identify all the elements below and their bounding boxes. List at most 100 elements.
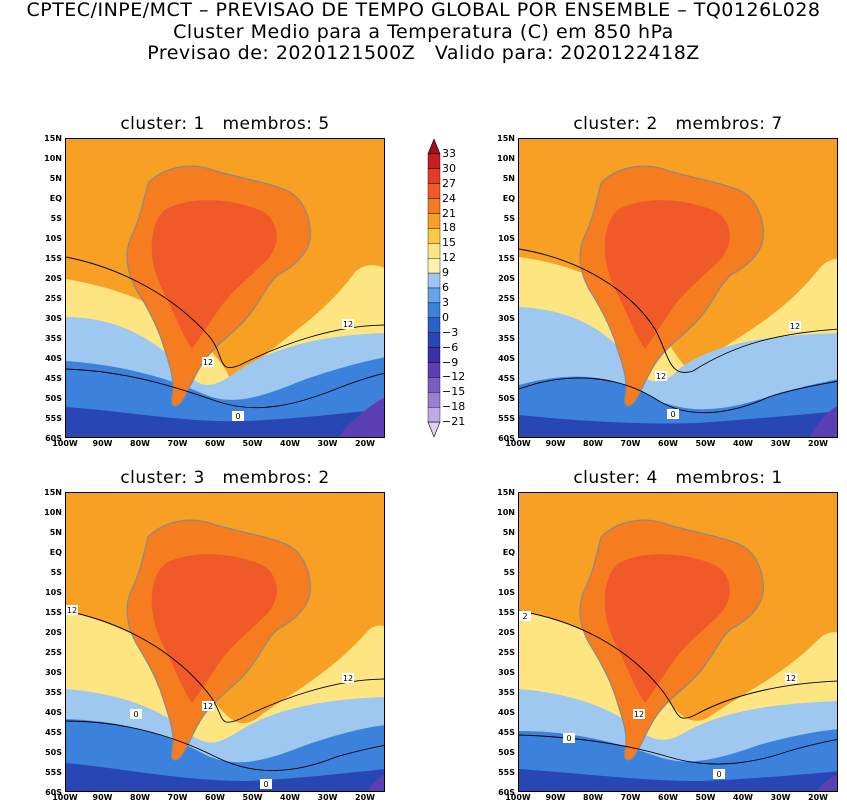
lon-tick-label: 100W [52, 439, 78, 448]
contour-label-bg [785, 673, 797, 683]
map-panel-1: 12 12 0 [65, 138, 385, 438]
colorbar-label: 12 [442, 251, 456, 265]
lat-tick-label: 15S [45, 608, 62, 617]
lat-tick-label: 60S [498, 788, 515, 797]
lat-tick-label: 30S [498, 668, 515, 677]
contour-label: 12 [634, 710, 644, 719]
lon-tick-label: 50W [695, 793, 716, 802]
colorbar-label: 30 [442, 161, 456, 175]
colorbar-label: 9 [442, 266, 449, 280]
colorbar-swatch [427, 153, 441, 169]
lon-tick-label: 60W [658, 793, 678, 802]
colorbar-swatch [427, 198, 441, 214]
lon-tick-label: 20W [355, 439, 375, 448]
lat-tick-label: 10S [498, 588, 515, 597]
contour-label: 0 [133, 710, 138, 719]
lat-tick-label: 45S [498, 374, 515, 383]
lat-tick-label: 55S [45, 768, 62, 777]
contour-0 [519, 734, 837, 765]
contour-label: 0 [263, 780, 268, 789]
contour-label-bg [342, 673, 354, 683]
lat-tick-label: 5N [49, 528, 62, 537]
contour-label-bg [202, 701, 214, 711]
temperature-field: 12 12 12 0 0 [66, 493, 384, 791]
lon-tick-label: 60W [205, 439, 225, 448]
field-deep-blue-band [519, 769, 837, 791]
lon-tick-label: 90W [545, 439, 566, 448]
lat-tick-label: 40S [498, 708, 515, 717]
colorbar-label: 0 [442, 310, 449, 324]
field-violet-band [367, 774, 384, 791]
colorbar-label: 24 [442, 191, 456, 205]
lat-tick-label: 35S [498, 688, 515, 697]
lat-tick-label: 55S [45, 414, 62, 423]
lat-tick-label: 55S [498, 768, 515, 777]
colorbar-swatch [427, 272, 441, 289]
lat-tick-label: 10N [497, 154, 515, 163]
colorbar-label: −12 [442, 370, 466, 384]
lat-tick-label: 45S [45, 728, 62, 737]
lon-tick-label: 70W [620, 793, 641, 802]
colorbar-label: −15 [442, 385, 466, 399]
contour-label: 12 [343, 674, 353, 683]
lat-tick-label: 40S [45, 354, 62, 363]
lat-tick-label: 15N [497, 488, 515, 497]
lon-tick-label: 100W [505, 793, 531, 802]
contour-label: 12 [203, 358, 213, 367]
contour-0 [66, 368, 384, 409]
lon-tick-label: 90W [545, 793, 566, 802]
lat-tick-label: 60S [498, 434, 515, 443]
lat-tick-label: 30S [45, 668, 62, 677]
colorbar-label: −3 [442, 325, 459, 339]
colorbar-label: 18 [442, 221, 456, 235]
lon-tick-label: 50W [242, 793, 263, 802]
colorbar-label: −9 [442, 355, 459, 369]
continent-hot-area [151, 200, 277, 349]
lat-tick-label: 40S [498, 354, 515, 363]
colorbar-swatch [427, 257, 441, 274]
colorbar [427, 138, 441, 438]
lat-tick-label: 5N [502, 528, 515, 537]
lon-tick-label: 70W [167, 793, 188, 802]
colorbar-label: 3 [442, 295, 449, 309]
lon-tick-label: 20W [355, 793, 375, 802]
contour-label-bg [633, 709, 645, 719]
lat-tick-label: 35S [45, 688, 62, 697]
contour-12 [66, 256, 384, 369]
panel-4-title: cluster: 4 membros: 1 [573, 468, 783, 488]
lat-tick-label: EQ [49, 194, 62, 203]
contour-label-bg [130, 709, 142, 719]
lon-tick-label: 20W [808, 793, 828, 802]
contour-label-bg [260, 779, 272, 789]
coastline [579, 519, 764, 761]
lat-tick-label: 10S [45, 234, 62, 243]
lat-tick-label: 25S [498, 294, 515, 303]
colorbar-swatch [427, 243, 441, 259]
lat-tick-label: 60S [45, 788, 62, 797]
lon-tick-label: 50W [242, 439, 263, 448]
lat-tick-label: EQ [502, 194, 515, 203]
temperature-field: 2 12 12 0 0 [519, 493, 837, 791]
contour-label-bg [789, 321, 801, 331]
panel-2-title: cluster: 2 membros: 7 [573, 114, 783, 134]
contour-label-bg [667, 409, 679, 419]
lat-tick-label: 10N [44, 154, 62, 163]
lon-tick-label: 100W [505, 439, 531, 448]
colorbar-swatch [427, 347, 441, 363]
colorbar-swatch [427, 183, 441, 199]
colorbar-top-triangle [427, 138, 441, 155]
field-blue-band [519, 729, 837, 791]
lon-tick-label: 90W [92, 793, 113, 802]
contour-label: 12 [786, 674, 796, 683]
lat-tick-label: 15S [45, 254, 62, 263]
colorbar-swatch [427, 407, 441, 423]
contour-12 [66, 610, 384, 723]
lat-tick-label: 5N [502, 174, 515, 183]
lon-tick-label: 30W [317, 793, 338, 802]
lat-tick-label: 15S [498, 254, 515, 263]
contour-label: 12 [343, 320, 353, 329]
lat-tick-label: 25S [45, 648, 62, 657]
contour-0 [519, 377, 837, 414]
lat-tick-label: 50S [498, 748, 515, 757]
colorbar-label: 15 [442, 236, 456, 250]
